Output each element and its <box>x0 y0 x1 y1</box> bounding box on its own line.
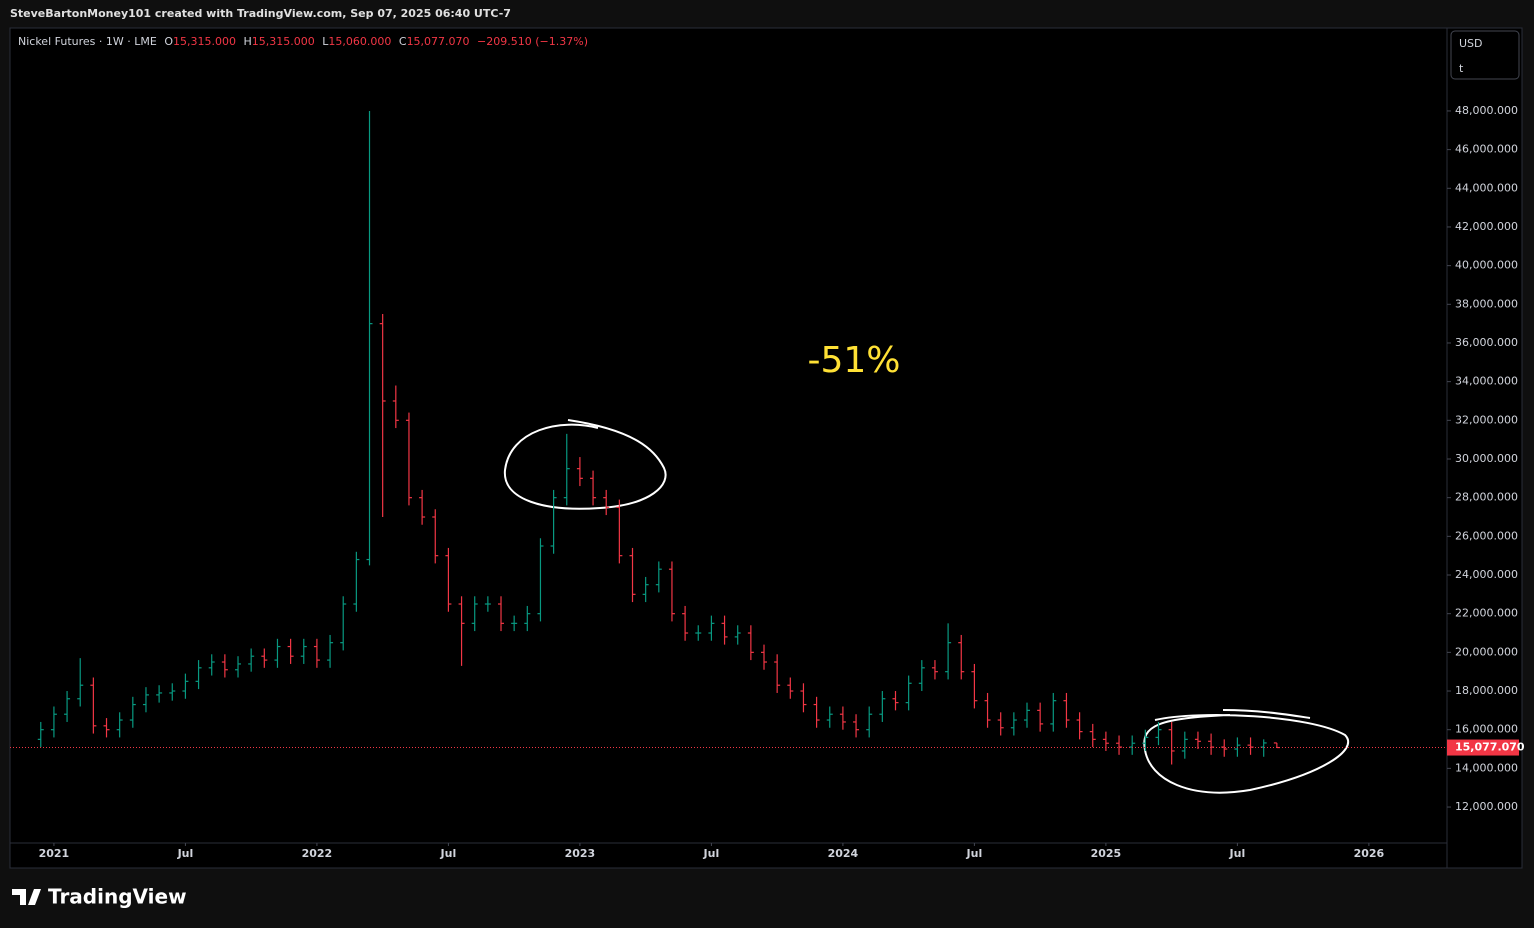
y-tick-label: 46,000.000 <box>1455 143 1518 156</box>
open-value: 15,315.000 <box>173 35 236 48</box>
currency[interactable]: USD <box>1459 37 1483 50</box>
x-tick-label: 2025 <box>1091 847 1122 860</box>
highlight-circle <box>503 419 667 510</box>
chart-panel <box>9 27 1523 869</box>
high-value: 15,315.000 <box>252 35 315 48</box>
low-value: 15,060.000 <box>328 35 391 48</box>
y-tick-label: 38,000.000 <box>1455 297 1518 310</box>
close-label: C <box>399 35 407 48</box>
annotation: -51% <box>807 340 900 381</box>
y-tick-label: 18,000.000 <box>1455 684 1518 697</box>
logo-icon <box>12 889 41 905</box>
y-tick-label: 30,000.000 <box>1455 452 1518 465</box>
x-tick-label: Jul <box>966 847 983 860</box>
y-tick-label: 34,000.000 <box>1455 375 1518 388</box>
y-tick-label: 28,000.000 <box>1455 491 1518 504</box>
x-tick-label: 2021 <box>39 847 70 860</box>
y-tick-label: 20,000.000 <box>1455 645 1518 658</box>
y-tick-label: 16,000.000 <box>1455 723 1518 736</box>
legend-header: Nickel Futures · 1W · LME O15,315.000 H1… <box>18 35 588 48</box>
y-tick-label: 22,000.000 <box>1455 607 1518 620</box>
y-tick-label: 24,000.000 <box>1455 568 1518 581</box>
y-tick-label: 26,000.000 <box>1455 529 1518 542</box>
last-price-label: 15,077.070 <box>1455 741 1525 754</box>
tradingview-logo: TradingView <box>12 885 187 909</box>
x-tick-label: 2023 <box>565 847 596 860</box>
x-tick-label: Jul <box>440 847 457 860</box>
y-tick-label: 32,000.000 <box>1455 413 1518 426</box>
x-tick-label: 2022 <box>302 847 333 860</box>
open-label: O <box>164 35 173 48</box>
unit[interactable]: t <box>1459 62 1464 75</box>
x-tick-label: 2026 <box>1354 847 1385 860</box>
x-tick-label: 2024 <box>828 847 859 860</box>
plot: 12,000.000 14,000.000 16,000.000 18,000.000… <box>10 104 1525 860</box>
x-tick-label: Jul <box>1229 847 1246 860</box>
y-tick-label: 44,000.000 <box>1455 181 1518 194</box>
author-line: SteveBartonMoney101 created with Trading… <box>10 7 511 20</box>
y-tick-label: 40,000.000 <box>1455 259 1518 272</box>
x-tick-label: Jul <box>703 847 720 860</box>
y-tick-label: 14,000.000 <box>1455 761 1518 774</box>
logo-text: TradingView <box>48 885 187 909</box>
high-label: H <box>243 35 251 48</box>
y-tick-label: 48,000.000 <box>1455 104 1518 117</box>
change: −209.510 (−1.37%) <box>477 35 588 48</box>
low-label: L <box>322 35 329 48</box>
y-tick-label: 36,000.000 <box>1455 336 1518 349</box>
last-price-box <box>1447 739 1519 756</box>
y-tick-label: 12,000.000 <box>1455 800 1518 813</box>
x-tick-label: Jul <box>177 847 194 860</box>
symbol: Nickel Futures · 1W · LME <box>18 35 157 48</box>
currency-box[interactable] <box>1450 30 1520 80</box>
y-tick-label: 42,000.000 <box>1455 220 1518 233</box>
close-value: 15,077.070 <box>407 35 470 48</box>
